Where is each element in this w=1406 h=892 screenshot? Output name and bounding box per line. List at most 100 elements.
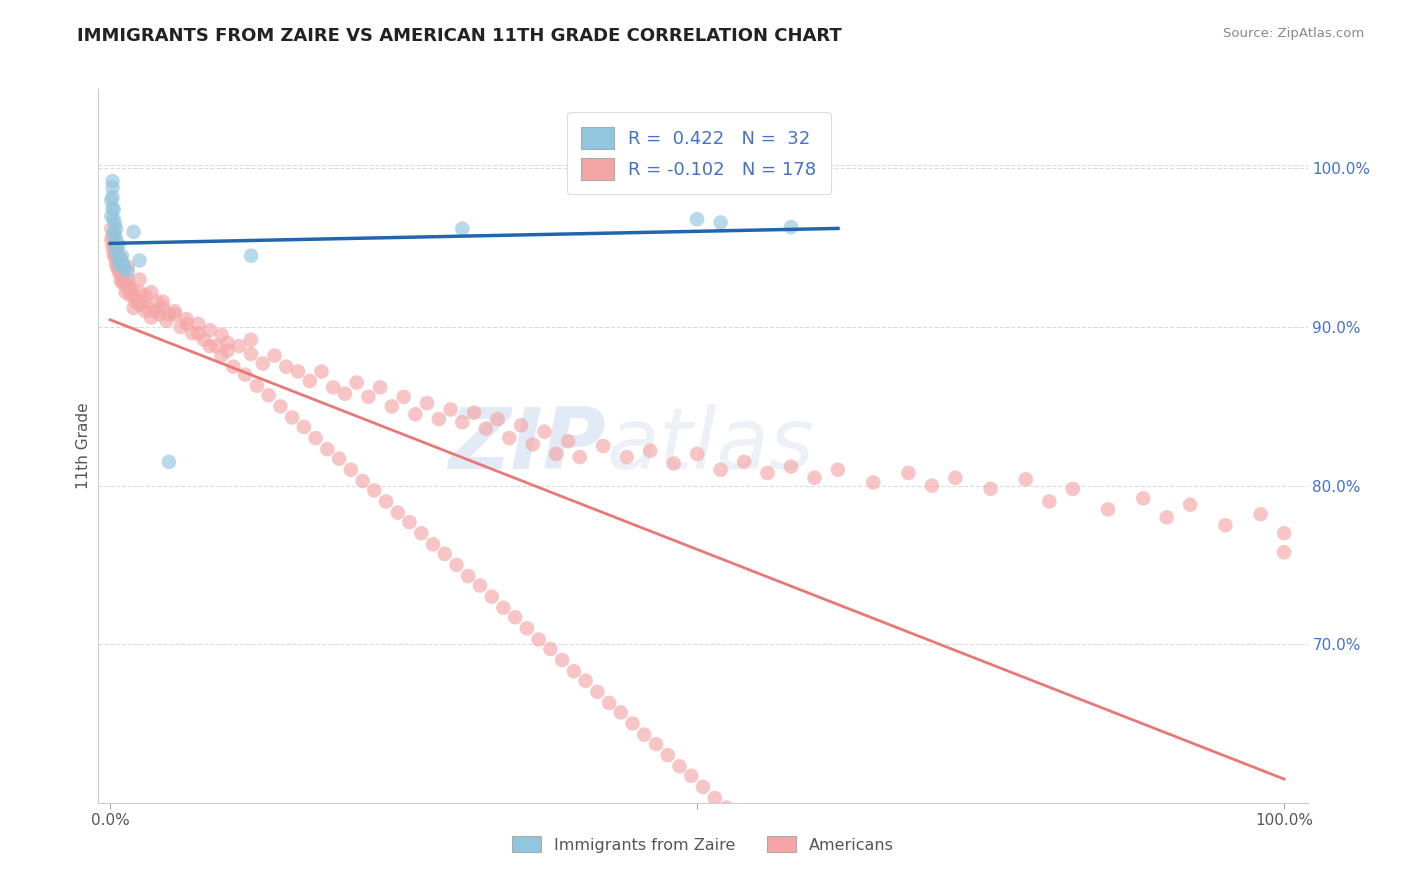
Point (163, 304, 186, 318)
Point (287, 364, 309, 378)
Point (668, 759, 690, 773)
Point (1180, 498, 1202, 512)
Point (105, 244, 128, 258)
Point (780, 220, 803, 235)
Point (451, 415, 474, 429)
Point (101, 229, 124, 244)
Point (105, 260, 128, 274)
Point (176, 312, 198, 326)
Point (187, 317, 209, 331)
Point (686, 212, 709, 227)
Point (1215, 518, 1237, 533)
Point (148, 307, 170, 321)
Point (645, 737, 668, 751)
Point (510, 418, 533, 433)
Point (468, 578, 491, 592)
Point (773, 855, 796, 869)
Point (503, 610, 526, 624)
Point (146, 294, 169, 309)
Point (292, 420, 315, 434)
Point (780, 459, 803, 474)
Point (118, 278, 141, 293)
Point (387, 506, 409, 520)
Point (105, 257, 128, 271)
Point (128, 272, 150, 286)
Point (404, 407, 426, 421)
Point (281, 410, 304, 425)
Point (136, 301, 159, 315)
Point (815, 886, 838, 892)
Point (176, 317, 198, 331)
Point (686, 447, 709, 461)
Point (980, 482, 1002, 496)
Point (446, 558, 468, 572)
Point (586, 685, 609, 699)
Point (921, 478, 943, 492)
Point (498, 431, 520, 445)
Point (120, 288, 142, 302)
Point (233, 368, 256, 382)
Point (416, 396, 439, 410)
Point (692, 780, 714, 794)
Point (117, 272, 139, 286)
Point (217, 343, 239, 358)
Point (304, 431, 326, 445)
Point (108, 257, 131, 271)
Point (104, 228, 127, 243)
Point (411, 526, 433, 541)
Point (108, 266, 131, 280)
Point (101, 190, 124, 204)
Point (762, 843, 785, 857)
Point (107, 237, 129, 252)
Point (481, 590, 503, 604)
Point (108, 257, 131, 271)
Point (101, 180, 124, 194)
Point (103, 237, 125, 252)
Point (111, 263, 134, 277)
Point (756, 466, 779, 480)
Point (551, 653, 574, 667)
Point (457, 569, 479, 583)
Point (163, 307, 186, 321)
Point (463, 406, 485, 420)
Point (392, 390, 415, 404)
Point (527, 632, 550, 647)
Point (681, 769, 703, 783)
Point (598, 696, 620, 710)
Point (298, 374, 321, 388)
Point (897, 466, 920, 480)
Point (141, 285, 163, 300)
Point (114, 285, 136, 300)
Point (128, 298, 150, 312)
Point (1015, 472, 1038, 486)
Point (1272, 526, 1295, 541)
Point (352, 474, 374, 488)
Point (240, 347, 263, 361)
Point (727, 812, 749, 826)
Point (105, 247, 128, 261)
Point (492, 600, 515, 615)
Point (198, 323, 221, 337)
Point (240, 333, 263, 347)
Point (122, 288, 145, 302)
Point (422, 537, 444, 551)
Point (562, 664, 585, 678)
Point (1132, 491, 1154, 506)
Point (198, 339, 221, 353)
Point (797, 875, 820, 889)
Point (105, 241, 128, 255)
Point (112, 276, 135, 290)
Text: IMMIGRANTS FROM ZAIRE VS AMERICAN 11TH GRADE CORRELATION CHART: IMMIGRANTS FROM ZAIRE VS AMERICAN 11TH G… (77, 27, 842, 45)
Point (112, 269, 135, 284)
Point (222, 359, 245, 374)
Point (122, 301, 145, 315)
Point (111, 260, 134, 274)
Point (616, 450, 638, 464)
Point (363, 483, 385, 498)
Point (105, 233, 128, 247)
Point (346, 376, 368, 390)
Point (592, 439, 614, 453)
Point (101, 201, 124, 215)
Point (111, 249, 134, 263)
Point (703, 791, 725, 805)
